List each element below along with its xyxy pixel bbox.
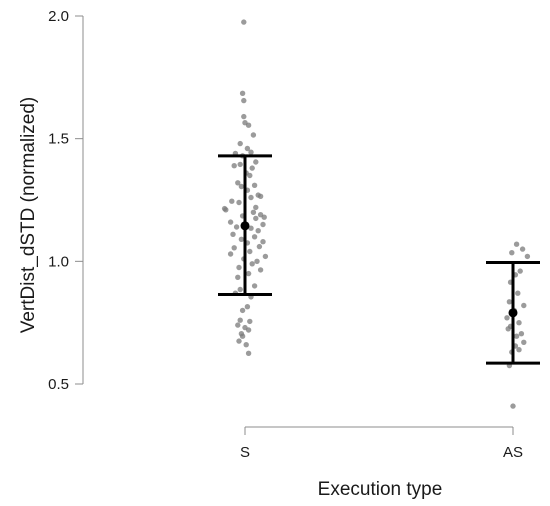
data-point-s (241, 97, 247, 104)
data-point-s (235, 274, 241, 280)
x-axis: S AS (240, 426, 523, 461)
data-point-s (239, 307, 246, 314)
data-point-s (233, 224, 240, 230)
data-point-s (251, 283, 258, 289)
data-point-s (235, 322, 241, 328)
data-point-s (247, 248, 253, 255)
data-point-s (223, 207, 229, 213)
data-point-s (235, 180, 241, 186)
data-point-as (524, 253, 531, 260)
data-point-s (251, 234, 258, 240)
data-point-s (243, 342, 249, 348)
data-point-s (227, 219, 234, 225)
data-point-s (236, 338, 242, 344)
data-point-as (517, 268, 523, 274)
data-point-as (521, 339, 527, 345)
data-point-s (249, 165, 255, 171)
data-point-as (516, 347, 522, 353)
data-point-as (505, 326, 511, 332)
data-point-s (262, 253, 269, 260)
data-point-s (244, 145, 251, 152)
data-point-as (509, 250, 515, 256)
data-point-as (515, 290, 521, 296)
data-point-as (516, 320, 522, 326)
data-point-s (248, 149, 254, 155)
y-axis: 0.5 1.0 1.5 2.0 (48, 8, 84, 393)
y-tick-label: 1.0 (48, 253, 69, 270)
data-point-as (513, 241, 520, 247)
data-point-s (237, 140, 243, 147)
y-tick-label: 0.5 (48, 376, 69, 393)
data-point-as (518, 331, 525, 337)
data-point-as (519, 246, 526, 252)
data-point-as (510, 403, 516, 409)
data-point-s (245, 327, 252, 333)
data-point-s (251, 182, 258, 188)
data-point-s (250, 132, 257, 138)
mean-marker-s (240, 221, 250, 231)
data-point-s (227, 251, 234, 257)
data-point-s (257, 267, 264, 273)
data-point-s (229, 198, 235, 204)
data-point-s (231, 163, 237, 169)
data-point-s (257, 193, 264, 199)
data-point-s (249, 261, 255, 267)
data-point-s (250, 209, 257, 215)
data-point-s (260, 221, 266, 228)
data-point-s (261, 214, 267, 220)
data-point-s (237, 286, 243, 293)
data-point-s (241, 113, 247, 120)
data-point-s (231, 245, 237, 251)
data-point-s (245, 122, 252, 128)
data-point-s (245, 270, 252, 277)
data-point-s (255, 228, 261, 234)
data-point-s (247, 318, 253, 325)
data-point-s (236, 264, 242, 271)
data-point-s (230, 231, 236, 237)
data-point-s (253, 215, 259, 222)
data-point-s (238, 236, 245, 242)
x-axis-title: Execution type (318, 479, 443, 500)
data-point-as (513, 333, 520, 339)
data-point-s (253, 159, 259, 165)
x-tick-label-s: S (240, 444, 250, 461)
data-point-s (239, 333, 246, 339)
data-point-s (245, 350, 252, 356)
data-point-s (248, 225, 254, 231)
y-axis-title: VertDist_dSTD (normalized) (18, 97, 39, 334)
summary-bars (218, 154, 540, 365)
data-point-s (256, 243, 263, 250)
data-point-s (260, 239, 266, 245)
data-point-s (248, 194, 254, 201)
data-point-s (247, 172, 253, 179)
data-point-as (506, 299, 513, 305)
jitter-points (221, 19, 531, 409)
mean-marker-as (508, 308, 518, 318)
data-point-s (237, 317, 243, 323)
data-point-s (236, 199, 242, 206)
y-tick-label: 1.5 (48, 131, 69, 148)
data-point-s (241, 19, 247, 25)
y-tick-label: 2.0 (48, 8, 69, 25)
x-tick-label-as: AS (503, 444, 523, 461)
data-point-as (521, 302, 527, 309)
data-point-s (254, 258, 260, 264)
data-point-s (238, 183, 245, 190)
data-point-s (253, 204, 259, 211)
data-point-s (244, 304, 251, 310)
data-point-as (504, 315, 510, 321)
data-point-s (237, 161, 243, 168)
data-point-s (239, 90, 246, 97)
